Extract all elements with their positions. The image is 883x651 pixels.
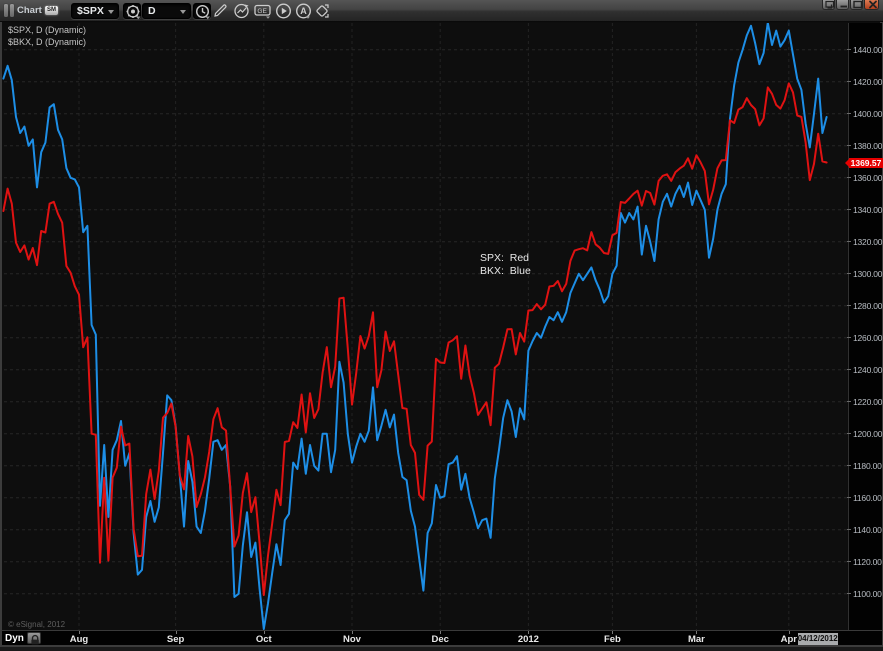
- svg-text:GE: GE: [257, 8, 267, 15]
- svg-text:A: A: [300, 6, 307, 16]
